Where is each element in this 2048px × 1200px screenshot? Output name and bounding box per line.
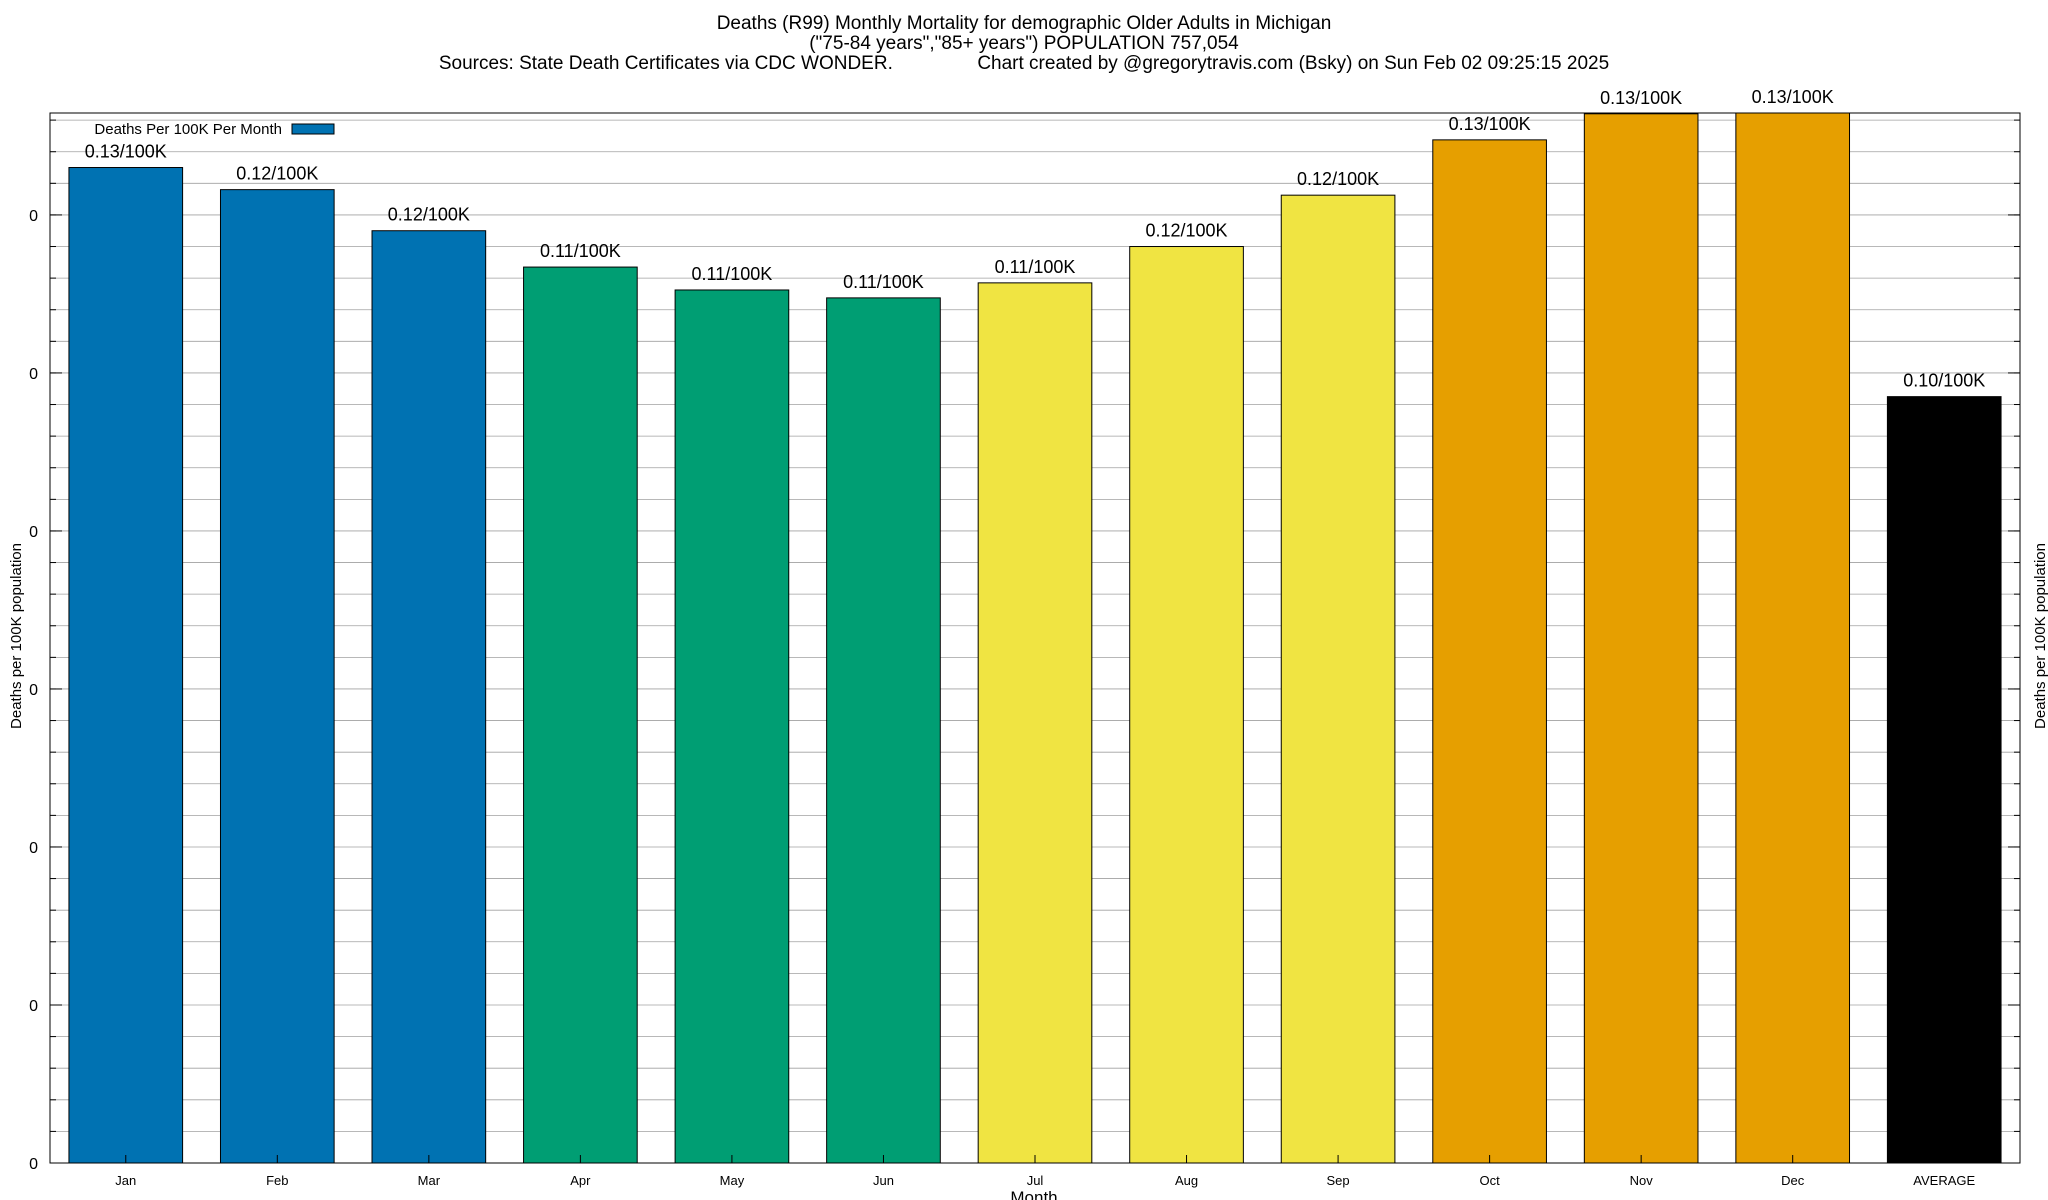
chart-title-block: Deaths (R99) Monthly Mortality for demog… [0,14,2048,74]
x-tick-label: Feb [266,1173,288,1188]
chart-subtitle: ("75-84 years","85+ years") POPULATION 7… [809,33,1239,54]
bar-data-label: 0.12/100K [236,164,318,184]
x-tick-label: May [720,1173,745,1188]
chart-title: Deaths (R99) Monthly Mortality for demog… [716,13,1332,34]
bar-data-label: 0.13/100K [85,142,167,162]
bar-nov [1583,113,1699,1164]
bar-data-label: 0.12/100K [388,205,470,225]
chart-source-line: Sources: State Death Certificates via CD… [438,53,1610,74]
x-tick-label: Jul [1027,1173,1044,1188]
axis-ticks [50,119,2020,1164]
y-tick-label: 0 [29,1156,38,1173]
bar-data-label: 0.13/100K [1600,88,1682,108]
bars [68,112,2002,1164]
y-tick-label: 0 [29,208,38,225]
bar-data-label: 0.12/100K [1145,221,1227,241]
bar-apr [523,266,638,1164]
x-tick-label: Mar [418,1173,441,1188]
x-tick-label: Nov [1630,1173,1654,1188]
legend-label: Deaths Per 100K Per Month [94,121,282,138]
y-tick-label: 0 [29,366,38,383]
legend: Deaths Per 100K Per Month [94,121,335,138]
bar-jul [977,282,1093,1164]
bar-dec [1735,112,1851,1164]
x-tick-label: Aug [1175,1173,1198,1188]
x-tick-label: Sep [1327,1173,1350,1188]
bar-average [1886,396,2002,1164]
bar-data-label: 0.12/100K [1297,169,1379,189]
x-tick-label: Dec [1781,1173,1805,1188]
bar-data-label: 0.11/100K [540,241,621,261]
bar-may [674,289,790,1164]
bar-data-label: 0.13/100K [1449,114,1531,134]
x-tick-label: Jan [115,1173,136,1188]
tick-and-data-labels: 0 0 0 0 0 0 0 0.13/100K Jan 0.12/100K Feb 0.12/100K… [29,87,1985,1188]
bar-data-label: 0.13/100K [1752,87,1834,107]
bar-data-label: 0.10/100K [1903,371,1985,391]
legend-swatch [291,123,335,135]
x-tick-label: AVERAGE [1913,1173,1975,1188]
bar-oct [1432,139,1547,1164]
y-axis-title-right: Deaths per 100K population [2032,543,2048,729]
bar-aug [1129,246,1244,1164]
y-tick-label: 0 [29,998,38,1015]
x-tick-label: Jun [873,1173,894,1188]
bar-data-label: 0.11/100K [995,257,1076,277]
bar-feb [219,189,335,1164]
bar-data-label: 0.11/100K [843,272,924,292]
bar-data-label: 0.11/100K [692,264,773,284]
x-tick-label: Apr [570,1173,591,1188]
bar-jan [68,167,184,1164]
y-tick-label: 0 [29,840,38,857]
x-tick-label: Oct [1479,1173,1500,1188]
y-tick-label: 0 [29,524,38,541]
y-axis-title-left: Deaths per 100K population [8,543,25,729]
y-tick-label: 0 [29,682,38,699]
bar-sep [1280,194,1396,1164]
bar-jun [826,297,941,1164]
bar-mar [371,230,487,1164]
x-axis-title: Month [1010,1188,1057,1200]
